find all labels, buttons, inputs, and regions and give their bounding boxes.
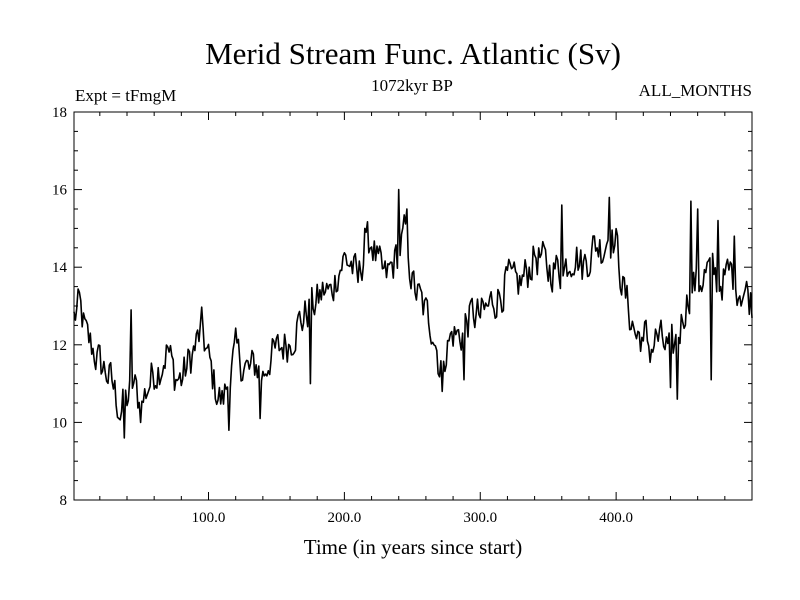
x-tick-label: 300.0 bbox=[463, 510, 497, 526]
period-label: 1072kyr BP bbox=[371, 76, 453, 95]
plot-frame bbox=[73, 111, 753, 501]
y-tick-label: 12 bbox=[52, 338, 67, 354]
experiment-label: Expt = tFmgM bbox=[75, 86, 176, 105]
y-tick-label: 16 bbox=[52, 183, 68, 199]
x-tick-label: 400.0 bbox=[599, 510, 633, 526]
y-tick-label: 14 bbox=[52, 260, 68, 276]
ticks-group bbox=[74, 111, 753, 501]
x-tick-label: 200.0 bbox=[328, 510, 362, 526]
series-line-stream-function bbox=[73, 188, 753, 439]
tick-labels-group: 8 10 12 14 16 18 100.0 200.0 300.0 400.0 bbox=[52, 105, 633, 526]
series-group bbox=[73, 188, 753, 439]
chart-title: Merid Stream Func. Atlantic (Sv) bbox=[205, 36, 621, 71]
x-tick-label: 100.0 bbox=[192, 510, 226, 526]
months-label: ALL_MONTHS bbox=[639, 81, 752, 100]
y-tick-label: 18 bbox=[52, 105, 67, 121]
x-axis-title: Time (in years since start) bbox=[304, 535, 523, 559]
y-tick-label: 8 bbox=[60, 493, 68, 509]
y-tick-label: 10 bbox=[52, 415, 67, 431]
